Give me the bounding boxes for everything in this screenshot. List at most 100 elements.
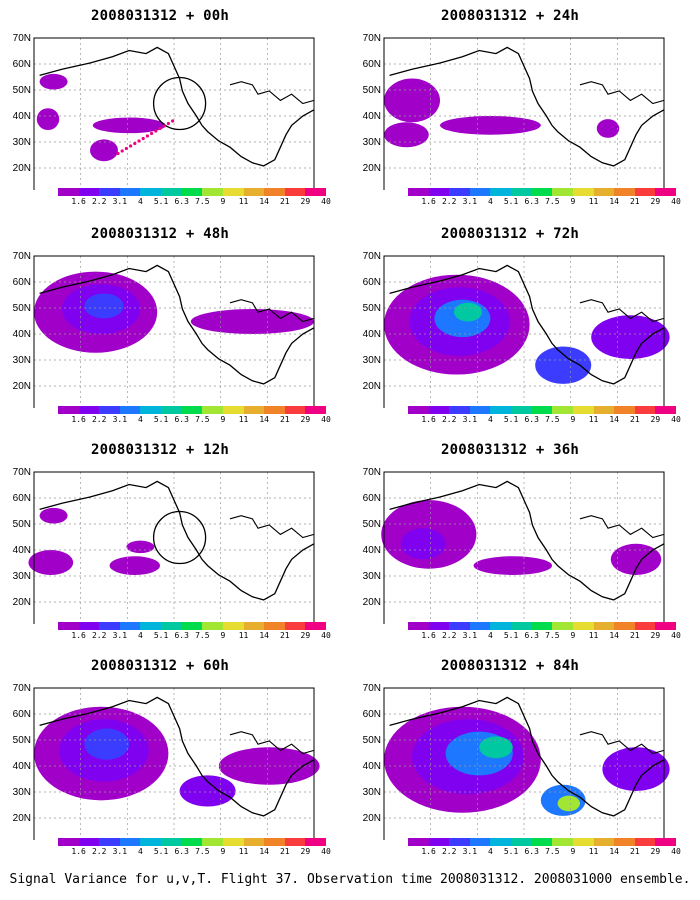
colorbar-label: 21	[629, 415, 640, 424]
colorbar-swatch	[634, 622, 656, 630]
colorbar-label: 6.3	[174, 847, 189, 856]
colorbar-swatch	[593, 188, 615, 196]
colorbar-label: 14	[609, 847, 619, 856]
colorbar-swatch	[99, 838, 121, 846]
variance-map: 70N60N50N40N30N20N10N180160W140W120W100W…	[363, 467, 665, 624]
colorbar-swatch	[119, 838, 141, 846]
latitude-label: 40N	[13, 761, 31, 772]
flight-track-point	[158, 126, 162, 131]
colorbar-label: 5.1	[503, 415, 519, 424]
colorbar-label: 40	[321, 847, 331, 856]
variance-region	[479, 736, 513, 759]
colorbar-label: 3.1	[462, 415, 478, 424]
colorbar-label: 40	[671, 631, 681, 640]
colorbar-swatch	[264, 838, 286, 846]
colorbar-swatch	[222, 838, 245, 846]
latitude-label: 40N	[363, 329, 381, 340]
latitude-label: 60N	[363, 493, 381, 504]
latitude-label: 40N	[363, 761, 381, 772]
flight-track-point	[162, 124, 166, 128]
variance-region	[84, 728, 130, 760]
colorbar-swatch	[140, 622, 162, 630]
colorbar-swatch	[655, 622, 677, 630]
colorbar-swatch	[428, 188, 450, 196]
colorbar-label: 7.5	[195, 631, 210, 640]
colorbar-swatch	[58, 838, 80, 846]
latitude-label: 50N	[13, 519, 31, 530]
colorbar-swatch	[284, 406, 306, 414]
colorbar-swatch	[593, 622, 615, 630]
latitude-label: 50N	[363, 85, 381, 96]
variance-region	[400, 528, 446, 560]
colorbar-swatch	[119, 622, 141, 630]
colorbar-label: 3.1	[112, 197, 128, 206]
variance-map: 70N60N50N40N30N20N10N180160W140W120W100W…	[13, 683, 320, 840]
colorbar: 1.6 2.2 3.1 4 5.1 6.3 7.5 9 11 14 21 29 40	[58, 188, 331, 206]
coastline	[39, 264, 315, 385]
colorbar-swatch	[99, 406, 121, 414]
flight-track-point	[129, 144, 133, 148]
colorbar-label: 4	[138, 415, 143, 424]
colorbar-label: 11	[238, 631, 249, 640]
flight-track-point	[124, 146, 128, 151]
colorbar-swatch	[552, 838, 574, 846]
colorbar-swatch	[202, 188, 224, 196]
colorbar-label: 7.5	[195, 847, 210, 856]
latitude-label: 30N	[13, 787, 31, 798]
colorbar-swatch	[449, 406, 471, 414]
flight-track-point	[171, 119, 175, 123]
colorbar-label: 3.1	[462, 197, 478, 206]
colorbar-label: 2.2	[441, 415, 457, 424]
observation-circle	[152, 510, 207, 565]
coastline	[39, 696, 315, 817]
colorbar-label: 9	[570, 847, 576, 856]
colorbar-swatch	[119, 188, 141, 196]
colorbar-label: 14	[259, 847, 269, 856]
colorbar-swatch	[78, 406, 100, 414]
latitude-label: 70N	[13, 251, 31, 262]
coastline	[389, 696, 665, 817]
colorbar-swatch	[181, 838, 203, 846]
colorbar-label: 2.2	[441, 197, 457, 206]
flight-track-point	[133, 141, 137, 146]
coastline	[229, 299, 315, 323]
colorbar: 1.6 2.2 3.1 4 5.1 6.3 7.5 9 11 14 21 29 40	[58, 838, 331, 856]
latitude-label: 70N	[363, 251, 381, 262]
colorbar-label: 11	[588, 847, 599, 856]
colorbar-label: 4	[138, 197, 143, 206]
colorbar-swatch	[572, 406, 595, 414]
panel-title: 2008031312 + 24h	[440, 8, 580, 24]
map-panel: 2008031312 + 24h70N60N50N40N30N20N10N180…	[360, 8, 681, 218]
colorbar-swatch	[305, 188, 327, 196]
colorbar-swatch	[181, 406, 203, 414]
colorbar-label: 21	[629, 631, 640, 640]
variance-region	[109, 556, 160, 575]
latitude-label: 60N	[363, 277, 381, 288]
colorbar-label: 2.2	[91, 197, 107, 206]
colorbar-swatch	[140, 838, 162, 846]
colorbar-swatch	[99, 188, 121, 196]
colorbar-label: 3.1	[112, 631, 128, 640]
colorbar-label: 1.6	[421, 847, 436, 856]
flight-track-point	[154, 129, 158, 133]
colorbar-label: 4	[488, 631, 493, 640]
latitude-label: 10N	[13, 407, 31, 408]
colorbar-swatch	[614, 188, 636, 196]
colorbar-swatch	[264, 622, 286, 630]
colorbar-swatch	[243, 406, 265, 414]
map-panel: 2008031312 + 48h70N60N50N40N30N20N10N180…	[10, 226, 331, 436]
colorbar-swatch	[161, 406, 183, 414]
colorbar-label: 2.2	[91, 631, 107, 640]
colorbar-label: 1.6	[71, 631, 86, 640]
colorbar-label: 3.1	[112, 847, 128, 856]
colorbar-label: 14	[259, 197, 269, 206]
variance-region	[473, 556, 552, 575]
latitude-label: 20N	[363, 163, 381, 174]
latitude-label: 40N	[13, 545, 31, 556]
colorbar-label: 2.2	[441, 631, 457, 640]
latitude-label: 20N	[363, 597, 381, 608]
colorbar-swatch	[449, 838, 471, 846]
colorbar-swatch	[78, 838, 100, 846]
variance-region	[190, 309, 314, 334]
variance-region	[39, 73, 68, 90]
